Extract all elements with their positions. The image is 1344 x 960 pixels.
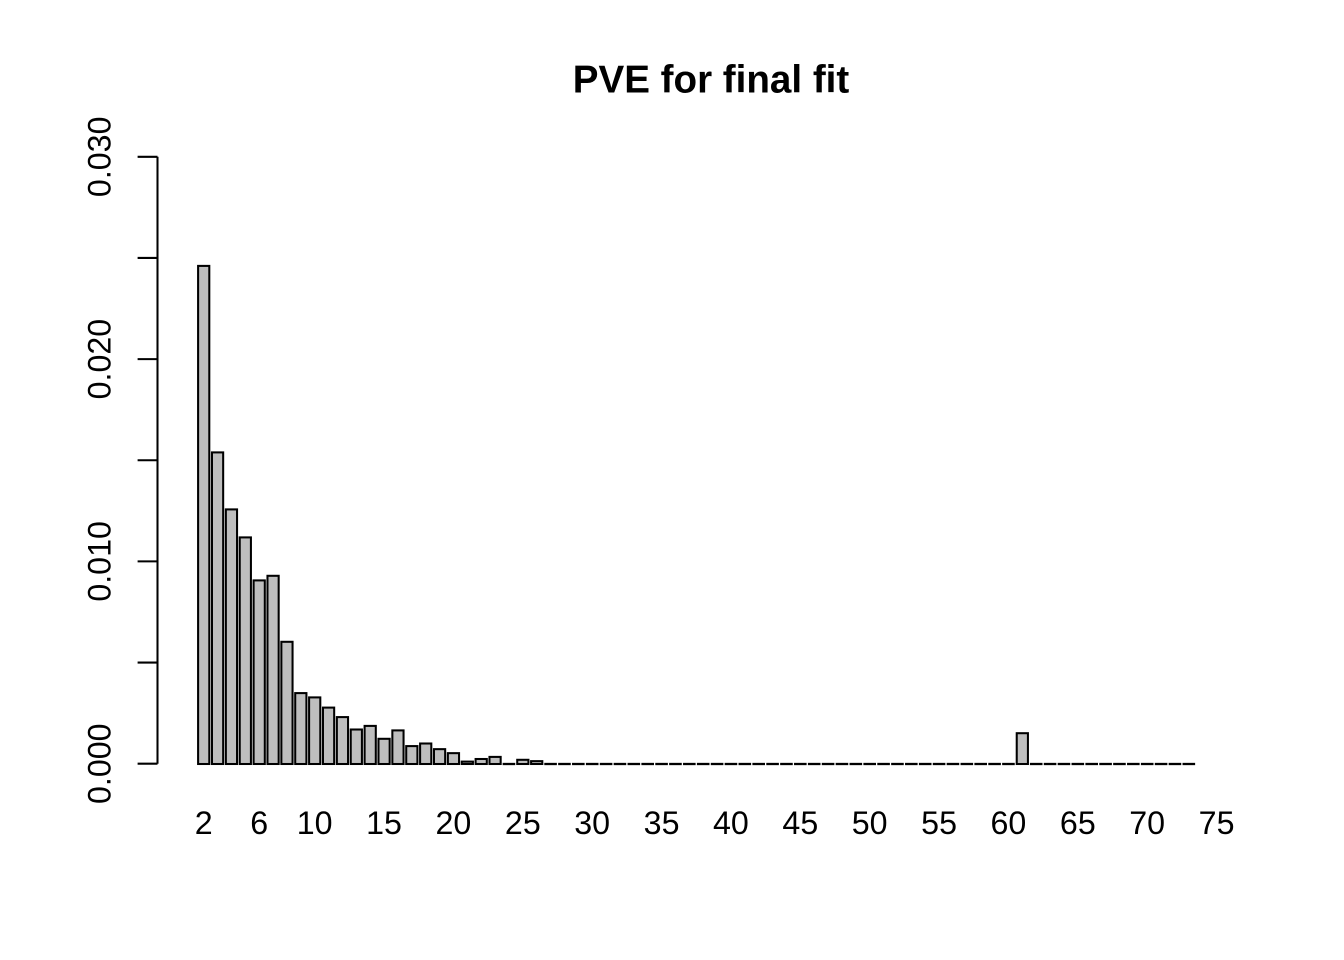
svg-text:2: 2 bbox=[195, 805, 213, 841]
svg-text:0.010: 0.010 bbox=[82, 521, 118, 602]
svg-text:PVE for final fit: PVE for final fit bbox=[573, 59, 850, 102]
svg-text:35: 35 bbox=[644, 805, 680, 841]
svg-text:15: 15 bbox=[366, 805, 402, 841]
svg-text:20: 20 bbox=[436, 805, 472, 841]
svg-text:0.020: 0.020 bbox=[82, 319, 118, 400]
svg-text:45: 45 bbox=[782, 805, 818, 841]
svg-text:65: 65 bbox=[1060, 805, 1096, 841]
svg-text:40: 40 bbox=[713, 805, 749, 841]
svg-text:25: 25 bbox=[505, 805, 541, 841]
svg-text:0.000: 0.000 bbox=[82, 723, 118, 804]
svg-text:70: 70 bbox=[1129, 805, 1165, 841]
svg-text:75: 75 bbox=[1199, 805, 1235, 841]
svg-text:10: 10 bbox=[297, 805, 333, 841]
svg-text:60: 60 bbox=[991, 805, 1027, 841]
svg-text:0.030: 0.030 bbox=[82, 117, 118, 198]
svg-text:50: 50 bbox=[852, 805, 888, 841]
svg-text:6: 6 bbox=[250, 805, 268, 841]
svg-text:55: 55 bbox=[921, 805, 957, 841]
svg-text:30: 30 bbox=[574, 805, 610, 841]
